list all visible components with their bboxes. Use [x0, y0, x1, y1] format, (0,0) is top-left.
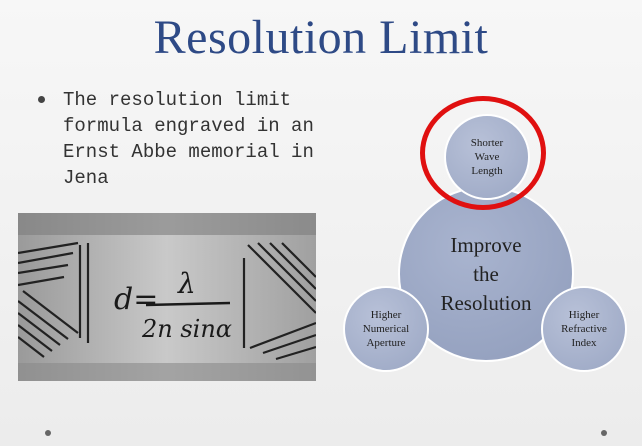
- slide-nav-dot-left: [45, 430, 51, 436]
- center-line: Resolution: [440, 290, 532, 315]
- engraving-image: d= λ 2n sinα: [18, 213, 316, 381]
- abbe-formula: d= λ 2n sinα: [114, 267, 232, 343]
- bullet-line: Jena: [63, 167, 109, 189]
- bullet-line: formula engraved in an: [63, 115, 314, 137]
- center-line: the: [473, 261, 499, 286]
- circle-line: Index: [571, 337, 597, 349]
- resolution-diagram: Improve the Resolution Shorter Wave Leng…: [336, 96, 636, 388]
- bullet-line: Ernst Abbe memorial in: [63, 141, 314, 163]
- hatch-pattern-left: [18, 241, 90, 358]
- highlight-ring: [420, 96, 546, 210]
- circle-line: Higher: [370, 309, 402, 321]
- center-line: Improve: [450, 232, 522, 257]
- hatch-pattern-right: [242, 242, 316, 361]
- slide-nav-dot-right: [601, 430, 607, 436]
- svg-text:2n sinα: 2n sinα: [141, 315, 232, 343]
- circle-line: Higher: [568, 309, 600, 321]
- abbe-memorial-photo: d= λ 2n sinα: [18, 213, 316, 381]
- svg-text:λ: λ: [177, 267, 196, 300]
- circle-line: Refractive: [561, 323, 607, 335]
- svg-text:d=: d=: [114, 282, 158, 317]
- numerical-aperture-circle: Higher Numerical Aperture: [343, 286, 429, 372]
- bullet-dot-icon: [38, 96, 45, 103]
- bullet-item: The resolution limit formula engraved in…: [38, 87, 318, 191]
- bullet-text: The resolution limit formula engraved in…: [63, 87, 318, 191]
- slide-title: Resolution Limit: [153, 11, 489, 64]
- circle-line: Aperture: [366, 337, 406, 349]
- bullet-line: The resolution limit: [63, 89, 292, 111]
- refractive-index-circle: Higher Refractive Index: [541, 286, 627, 372]
- circle-line: Numerical: [362, 323, 410, 335]
